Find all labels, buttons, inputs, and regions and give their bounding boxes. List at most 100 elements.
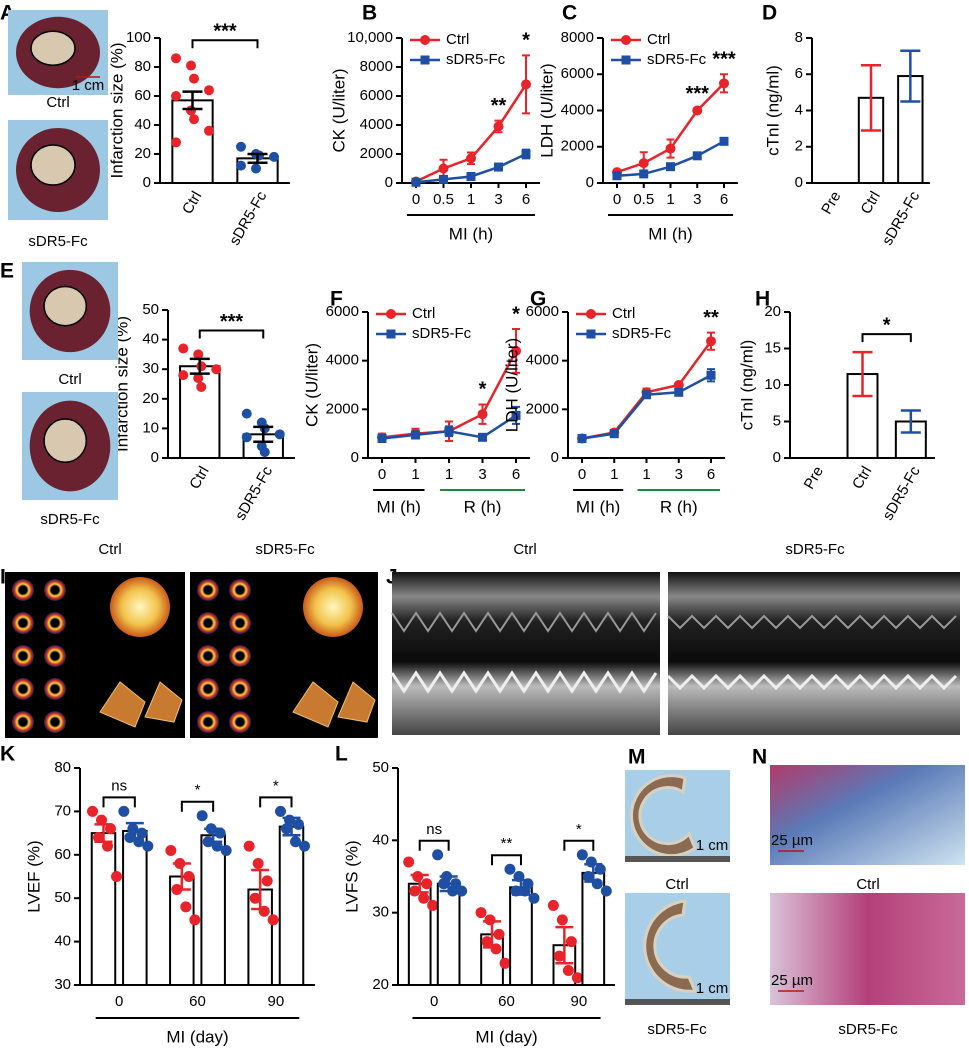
panel-letter: M [628,746,646,769]
data-point [204,85,214,96]
data-point [178,343,189,354]
y-tick-label: 50 [372,759,389,776]
x-tick-label: 1 [411,466,419,483]
legend-marker [420,35,430,45]
x-tick-label: 0 [613,191,621,208]
infarct-region [43,285,88,327]
error-bar [900,409,921,434]
x-tick-label: sDR5-Fc [879,463,924,523]
y-tick-label: 4000 [561,101,594,118]
y-tick-label: 0 [385,174,393,191]
y-tick-label: 30 [54,976,71,993]
polar-map [110,577,170,637]
ruler [625,999,730,1005]
legend-label: Ctrl [446,31,469,48]
group-label: MI (h) [377,497,421,516]
scale-label: 1 cm [696,837,729,854]
x-tick-label: 3 [693,191,701,208]
data-point [249,892,261,904]
data-point [499,957,511,969]
x-tick-label: 1 [467,191,475,208]
data-point [403,856,415,868]
y-tick-label: 0 [795,174,803,191]
scale-label: 1 cm [696,980,729,997]
x-tick-label: 1 [445,466,453,483]
significance: * [883,314,891,336]
x-tick-label: 0 [578,466,586,483]
data-point [267,914,279,926]
infarct-region [30,30,76,66]
x-tick-label: 60 [189,993,206,1010]
x-tick-label: Ctrl [186,463,212,492]
x-tick-label: Ctrl [849,463,875,492]
spect-slice [197,612,219,634]
bar [581,871,606,987]
spect-slice [229,711,251,733]
data-point [427,899,439,911]
x-tick-label: 90 [267,993,284,1010]
scale-label: 25 µm [771,832,813,849]
y-tick-label: 20 [142,390,159,407]
marker [439,174,448,184]
legend-marker [586,309,596,319]
data-point [421,878,433,890]
error-bar [253,425,274,443]
data-point [290,836,301,848]
marker [466,153,476,164]
legend-label: Ctrl [647,31,670,48]
data-point [556,914,568,926]
marker [377,434,387,444]
legend-label: sDR5-Fc [612,325,672,342]
y-tick-label: 4000 [326,352,359,369]
data-point [528,892,540,904]
data-point [204,125,214,136]
significance: *** [686,83,710,105]
data-point [189,914,201,926]
marker [478,432,487,442]
y-tick-label: 8000 [360,58,393,75]
significance: *** [220,311,244,333]
marker [638,158,649,169]
marker [692,151,702,161]
image-label: Ctrl [665,876,688,893]
x-axis-label: MI (h) [449,224,493,243]
marker [642,390,651,400]
significance: * [576,821,582,838]
significance: ns [111,777,127,794]
y-tick-label: 8 [795,29,803,46]
legend-label: sDR5-Fc [446,51,506,68]
bar [122,829,148,986]
data-point [171,137,181,148]
marker [673,380,684,390]
y-tick-label: 2000 [360,145,393,162]
marker [477,409,488,420]
significance: ** [703,307,719,329]
error-bar [172,862,191,891]
marker [674,387,684,397]
y-tick-label: 4 [795,101,803,118]
x-tick-label: 0 [430,993,438,1010]
data-point [211,840,223,852]
echo-image [392,572,660,735]
data-point [241,408,252,419]
series-line [581,374,712,440]
significance: * [195,782,201,799]
data-point [412,871,424,882]
y-tick-label: 2 [795,138,803,155]
data-point [243,840,255,852]
data-point [180,901,192,913]
series-line [415,83,528,183]
legend-marker [621,55,631,65]
spect-slice [197,579,219,601]
data-point [576,849,588,861]
data-point [118,805,130,817]
x-tick-label: 1 [610,466,618,483]
y-tick-label: 6 [795,65,803,82]
y-axis-label: cTnI (ng/ml) [737,340,756,431]
y-tick-label: 10 [764,376,781,393]
y-tick-label: 0 [773,449,781,466]
heart-render [99,681,183,728]
marker [666,162,675,172]
image-label: sDR5-Fc [28,233,88,250]
